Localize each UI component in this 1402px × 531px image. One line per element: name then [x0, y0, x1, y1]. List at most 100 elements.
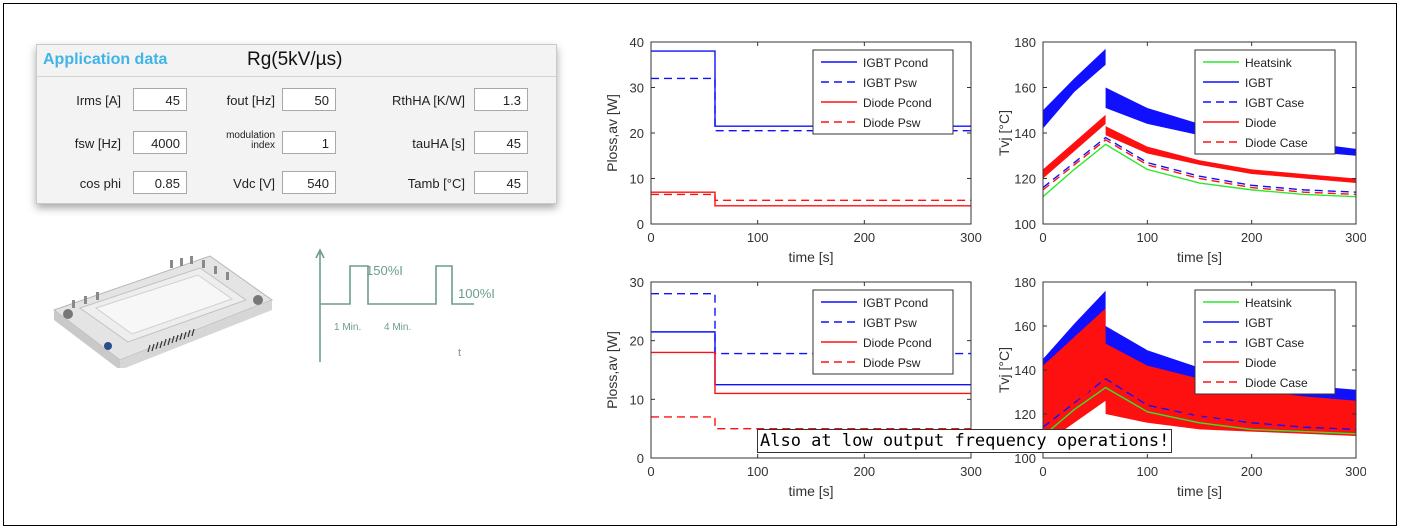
- legend: IGBT Pcond IGBT Psw Diode Pcond Diode Psw: [812, 49, 954, 135]
- legend-entry: Diode Psw: [863, 356, 921, 370]
- tamb-label: Tamb [°C]: [407, 176, 465, 191]
- y-tick-label: 160: [1014, 81, 1036, 96]
- rthha-field[interactable]: 1.3: [474, 88, 528, 111]
- tauha-label: tauHA [s]: [412, 136, 465, 151]
- series-heatsink: [1042, 386, 1357, 437]
- load-profile-diagram: 150%I 100%I 1 Min. 4 Min. t: [315, 248, 495, 362]
- y-tick-label: 100: [1014, 217, 1036, 232]
- legend-entry: Diode Case: [1245, 376, 1308, 390]
- series-diode-case: [1042, 373, 1357, 433]
- cosphi-field[interactable]: 0.85: [133, 171, 187, 194]
- y-axis-label: Tvj [°C]: [996, 110, 1012, 156]
- y-tick-label: 120: [1014, 172, 1036, 187]
- legend-entry: IGBT Case: [1245, 336, 1304, 350]
- fout-field[interactable]: 50: [282, 88, 336, 111]
- fsw-field[interactable]: 4000: [133, 131, 187, 154]
- y-tick-label: 0: [637, 451, 644, 466]
- panel-title: Application data: [43, 51, 168, 68]
- x-tick-label: 100: [747, 230, 769, 245]
- legend-entry: IGBT Psw: [863, 316, 917, 330]
- fout-label: fout [Hz]: [226, 93, 275, 108]
- profile-y-arrow: [315, 248, 325, 259]
- x-tick-label: 200: [1241, 230, 1263, 245]
- x-tick-label: 100: [1136, 464, 1158, 479]
- y-axis-label: Ploss,av [W]: [604, 331, 620, 409]
- low-frequency-note: Also at low output frequency operations!: [757, 429, 1173, 453]
- vdc-field[interactable]: 540: [282, 171, 336, 194]
- series-diode-psw: [651, 416, 971, 430]
- y-tick-label: 20: [630, 334, 644, 349]
- legend: IGBT Pcond IGBT Psw Diode Pcond Diode Psw: [812, 289, 954, 375]
- y-tick-label: 0: [637, 217, 644, 232]
- profile-base-label: 100%I: [458, 286, 495, 301]
- y-tick-label: 140: [1014, 363, 1036, 378]
- legend: Heatsink IGBT IGBT Case Diode Diode Case: [1194, 49, 1336, 155]
- series-igbt-case: [1042, 377, 1357, 431]
- rthha-label: RthHA [K/W]: [392, 93, 465, 108]
- x-axis-label: time [s]: [1177, 483, 1222, 499]
- x-tick-label: 300: [960, 464, 982, 479]
- profile-waveform: [320, 265, 474, 305]
- y-tick-label: 30: [630, 81, 644, 96]
- legend-entry: Diode Psw: [863, 116, 921, 130]
- panel-divider: [37, 76, 556, 77]
- legend-entry: Diode Case: [1245, 136, 1308, 150]
- y-tick-label: 140: [1014, 126, 1036, 141]
- x-tick-label: 300: [1345, 464, 1366, 479]
- x-tick-label: 0: [647, 464, 654, 479]
- y-tick-label: 120: [1014, 407, 1036, 422]
- profile-peak-label: 150%I: [366, 263, 403, 278]
- legend-entry: Diode: [1245, 356, 1277, 370]
- legend-entry: IGBT: [1245, 76, 1274, 90]
- profile-duration-1: 1 Min.: [334, 322, 361, 333]
- series-heatsink: [1042, 143, 1357, 198]
- legend-entry: IGBT Psw: [863, 76, 917, 90]
- y-tick-label: 180: [1014, 275, 1036, 290]
- slide-frame: [3, 3, 1397, 526]
- band-diode: [1043, 114, 1356, 184]
- y-tick-label: 40: [630, 35, 644, 50]
- legend-entry: Diode Pcond: [863, 96, 932, 110]
- x-tick-label: 0: [1039, 464, 1046, 479]
- modulation-index-field[interactable]: 1: [282, 131, 336, 154]
- x-tick-label: 0: [1039, 230, 1046, 245]
- y-tick-label: 20: [630, 126, 644, 141]
- irms-label: Irms [A]: [76, 93, 121, 108]
- chart-ploss-bottom: 0 100 200 300 0 10 20 30 time [s] Ploss,av [W] IGB…: [604, 275, 982, 499]
- legend-box: [812, 289, 954, 375]
- x-tick-label: 200: [853, 464, 875, 479]
- axes-box: [650, 281, 972, 459]
- y-axis-label: Ploss,av [W]: [604, 94, 620, 172]
- igbt-module-image: [52, 255, 274, 368]
- series-diode-psw: [651, 193, 971, 202]
- panel-subtitle: Rg(5kV/µs): [247, 49, 343, 70]
- y-tick-label: 160: [1014, 319, 1036, 334]
- tauha-field[interactable]: 45: [474, 131, 528, 154]
- tamb-field[interactable]: 45: [474, 171, 528, 194]
- x-axis-label: time [s]: [788, 249, 833, 265]
- x-tick-label: 200: [1241, 464, 1263, 479]
- modulation-label-line2: index: [251, 140, 275, 151]
- fsw-label: fsw [Hz]: [74, 136, 121, 151]
- modulation-label-line1: modulation: [226, 130, 275, 141]
- application-data-panel: Application data Rg(5kV/µs) Irms [A] 45 …: [36, 44, 557, 204]
- x-tick-label: 300: [1345, 230, 1366, 245]
- band-diode: [1043, 308, 1356, 445]
- y-axis-label: Tvj [°C]: [996, 347, 1012, 393]
- y-tick-label: 10: [630, 392, 644, 407]
- cosphi-label: cos phi: [79, 176, 121, 191]
- irms-field[interactable]: 45: [133, 88, 187, 111]
- legend-entry: Diode Pcond: [863, 336, 932, 350]
- x-tick-label: 100: [1136, 230, 1158, 245]
- x-tick-label: 300: [960, 230, 982, 245]
- legend-entry: IGBT Pcond: [863, 56, 928, 70]
- vdc-label: Vdc [V]: [233, 176, 275, 191]
- legend-box: [812, 49, 954, 135]
- y-tick-label: 100: [1014, 451, 1036, 466]
- legend-entry: Heatsink: [1245, 296, 1293, 310]
- x-tick-label: 0: [647, 230, 654, 245]
- y-tick-label: 180: [1014, 35, 1036, 50]
- y-tick-label: 10: [630, 172, 644, 187]
